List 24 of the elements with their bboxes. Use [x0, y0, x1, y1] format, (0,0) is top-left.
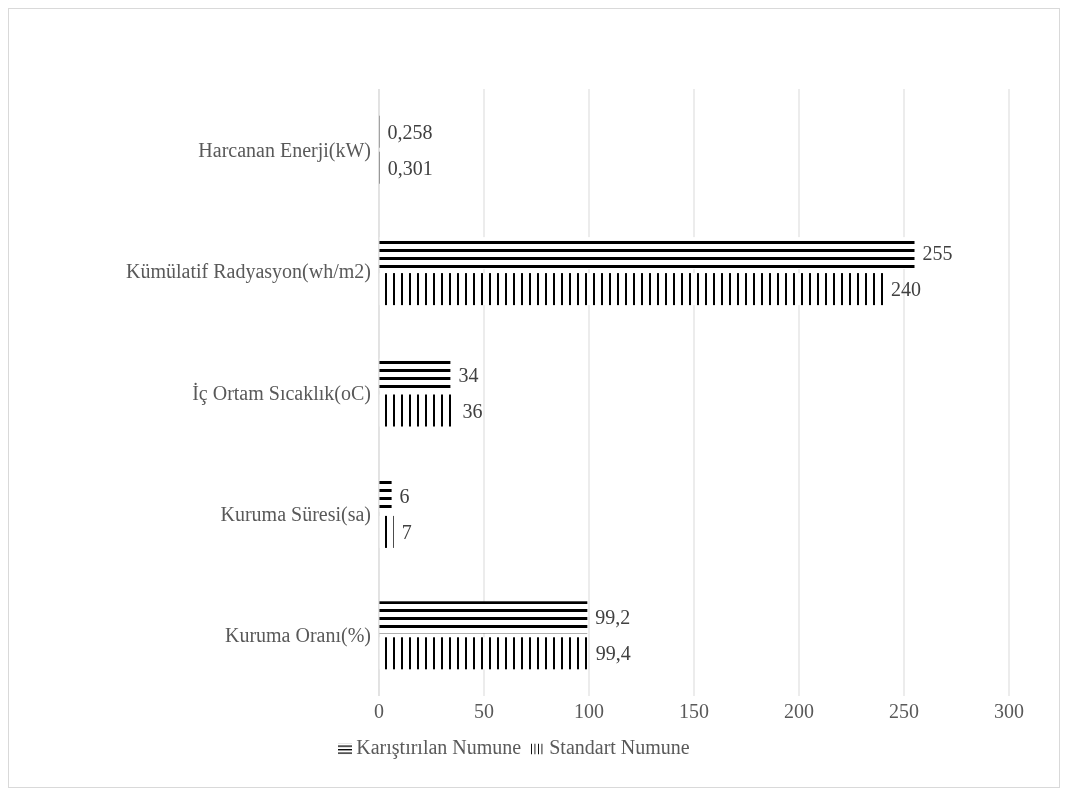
- x-tick-label: 300: [994, 700, 1024, 723]
- data-label: 99,4: [595, 642, 631, 665]
- y-tick-label: Kümülatif Radyasyon(wh/m2): [126, 260, 371, 284]
- data-label: 240: [891, 278, 921, 301]
- x-tick-label: 150: [679, 700, 709, 723]
- data-label: 6: [399, 484, 410, 507]
- data-label: 36: [462, 399, 483, 422]
- y-tick-label: Kuruma Süresi(sa): [220, 503, 371, 526]
- data-label: 99,2: [595, 606, 631, 629]
- legend-label: Standart Numune: [549, 736, 690, 758]
- y-tick-label: Kuruma Oranı(%): [224, 624, 371, 648]
- data-label: 255: [922, 242, 953, 265]
- legend-label: Karıştırılan Numune: [356, 736, 522, 758]
- y-tick-label: İç Ortam Sıcaklık(oC): [192, 381, 371, 405]
- data-label: 0,301: [387, 156, 433, 179]
- data-label: 34: [458, 363, 479, 386]
- x-tick-label: 100: [574, 700, 604, 723]
- x-tick-label: 250: [889, 700, 919, 723]
- x-tick-label: 50: [474, 700, 494, 723]
- x-tick-label: 0: [374, 700, 384, 723]
- data-label: 7: [401, 520, 412, 543]
- y-tick-label: Harcanan Enerji(kW): [198, 138, 371, 162]
- x-tick-label: 200: [784, 700, 814, 723]
- data-label: 0,258: [387, 120, 433, 143]
